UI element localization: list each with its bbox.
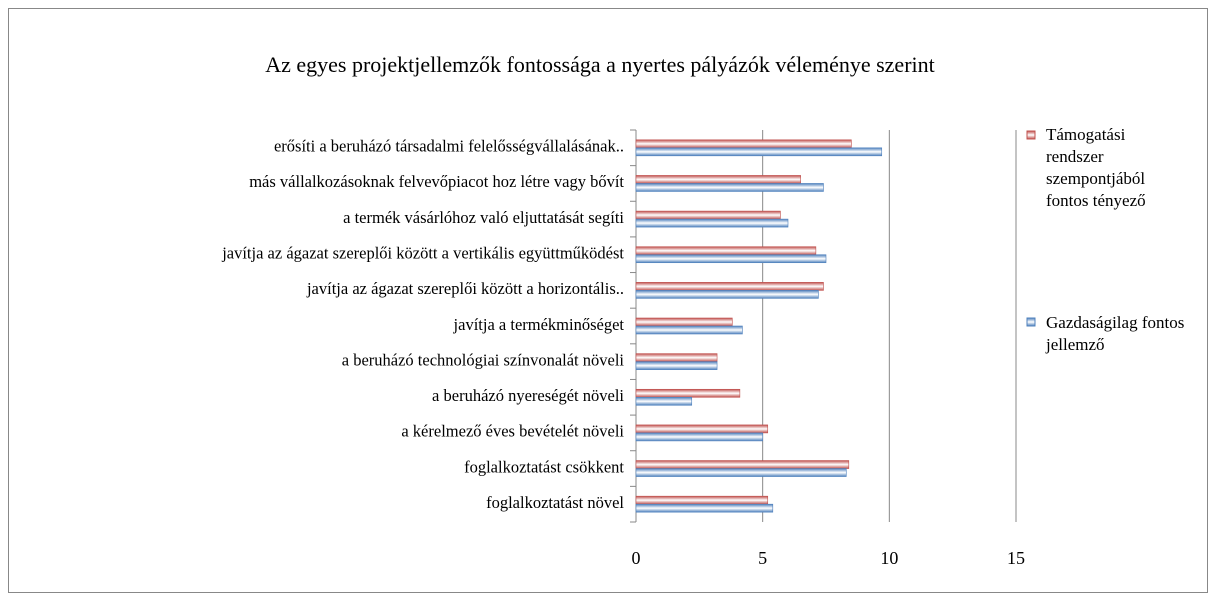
x-tick-label: 10 xyxy=(880,548,898,568)
bar xyxy=(635,317,733,327)
y-tick-label: a beruházó nyereségét növeli xyxy=(432,386,624,405)
bar xyxy=(635,254,827,264)
legend-swatch xyxy=(1026,317,1036,327)
y-tick-label: foglalkoztatást csökkent xyxy=(464,457,624,476)
bar xyxy=(635,396,693,406)
y-tick-label: javítja az ágazat szereplői között a hor… xyxy=(306,279,624,298)
bar xyxy=(635,424,769,434)
x-tick-label: 0 xyxy=(632,548,641,568)
y-tick-label: erősíti a beruházó társadalmi felelősség… xyxy=(274,137,624,156)
y-tick-label: más vállalkozásoknak felvevőpiacot hoz l… xyxy=(249,172,624,191)
bar xyxy=(635,388,741,398)
y-tick-label: a beruházó technológiai színvonalát növe… xyxy=(342,350,625,369)
y-tick-label: foglalkoztatást növel xyxy=(486,493,624,512)
bar xyxy=(635,183,824,192)
bar xyxy=(635,495,769,505)
chart-title: Az egyes projektjellemzők fontossága a n… xyxy=(265,52,935,77)
bar xyxy=(635,147,883,157)
chart-border xyxy=(8,8,1208,593)
legend-swatch xyxy=(1026,130,1036,140)
bar xyxy=(635,361,718,370)
legend-label: Támogatási rendszer szempontjából fontos… xyxy=(1046,125,1146,210)
bar xyxy=(635,503,774,513)
bar xyxy=(635,290,819,299)
bar xyxy=(635,468,847,477)
bar xyxy=(635,432,763,442)
bar xyxy=(635,218,789,228)
bar xyxy=(635,282,824,291)
bar xyxy=(635,246,817,256)
bar xyxy=(635,353,718,362)
y-tick-label: a kérelmező éves bevételét növeli xyxy=(401,422,624,441)
bar xyxy=(635,460,850,469)
y-tick-label: javítja a termékminőséget xyxy=(453,315,625,334)
legend-label: Gazdaságilag fontos jellemző xyxy=(1046,313,1185,354)
bar xyxy=(635,325,743,335)
x-tick-label: 5 xyxy=(758,548,767,568)
bar xyxy=(635,139,852,149)
x-tick-label: 15 xyxy=(1007,548,1025,568)
y-tick-label: a termék vásárlóhoz való eljuttatását se… xyxy=(343,208,624,227)
y-tick-label: javítja az ágazat szereplői között a ver… xyxy=(221,244,624,263)
bar xyxy=(635,175,801,184)
bar xyxy=(635,210,781,220)
